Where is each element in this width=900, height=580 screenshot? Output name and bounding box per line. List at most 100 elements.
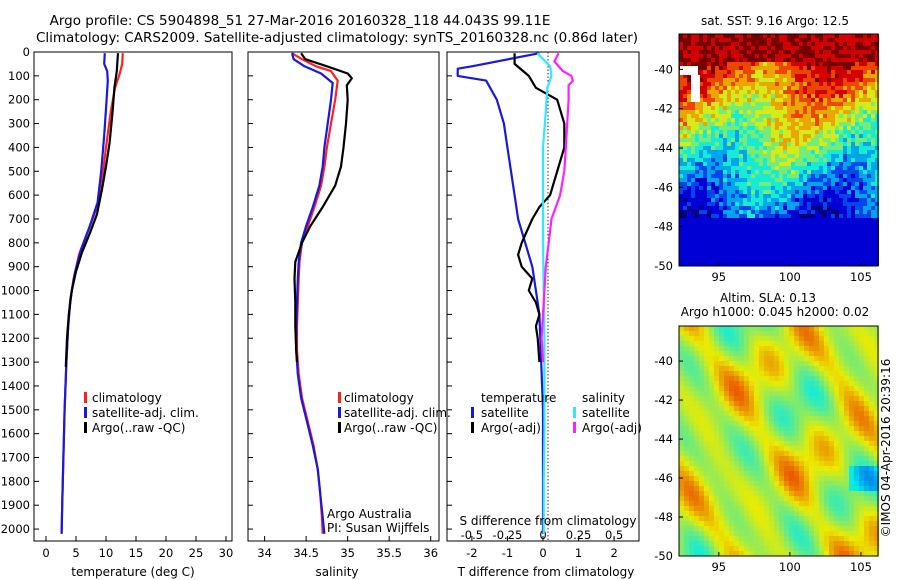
sst-cell (815, 46, 819, 50)
sst-cell (747, 70, 751, 74)
sla-cell (789, 506, 794, 511)
sst-cell (747, 242, 751, 246)
sla-cell (754, 351, 759, 356)
sst-cell (783, 94, 787, 98)
sst-cell (819, 262, 823, 266)
sst-cell (859, 130, 863, 134)
sst-cell (711, 210, 715, 214)
sla-cell (799, 516, 804, 521)
sst-cell (683, 106, 687, 110)
sla-cell (724, 411, 729, 416)
sst-cell (751, 78, 755, 82)
sla-cell (719, 391, 724, 396)
sst-cell (723, 202, 727, 206)
sla-cell (784, 401, 789, 406)
sla-cell (764, 446, 769, 451)
sst-cell (755, 198, 759, 202)
sla-cell (759, 481, 764, 486)
sla-cell (814, 346, 819, 351)
sst-cell (719, 174, 723, 178)
sst-cell (767, 34, 771, 38)
sla-cell (864, 506, 869, 511)
sla-cell (779, 381, 784, 386)
sla-cell (849, 426, 854, 431)
sla-cell (754, 526, 759, 531)
sst-cell (847, 186, 851, 190)
sla-cell (864, 486, 869, 491)
sla-cell (724, 511, 729, 516)
sst-cell (759, 258, 763, 262)
sla-cell (689, 446, 694, 451)
sla-cell (869, 476, 874, 481)
sst-cell (831, 182, 835, 186)
sst-cell (679, 46, 683, 50)
sla-cell (744, 511, 749, 516)
sst-cell (815, 118, 819, 122)
sst-cell (719, 198, 723, 202)
sst-cell (871, 222, 875, 226)
sla-cell (679, 491, 684, 496)
sst-cell (735, 162, 739, 166)
sst-cell (703, 234, 707, 238)
sst-cell (855, 210, 859, 214)
sst-cell (799, 122, 803, 126)
map-y-tick-label: -46 (654, 471, 673, 485)
sst-cell (875, 142, 879, 146)
sst-cell (687, 42, 691, 46)
sla-cell (729, 531, 734, 536)
sla-cell (779, 536, 784, 541)
sst-cell (747, 50, 751, 54)
sst-cell (719, 178, 723, 182)
sst-cell (779, 226, 783, 230)
sst-cell (867, 90, 871, 94)
sla-cell (684, 516, 689, 521)
sla-cell (764, 416, 769, 421)
sst-cell (827, 150, 831, 154)
sla-cell (699, 446, 704, 451)
sla-cell (679, 541, 684, 546)
sst-cell (791, 134, 795, 138)
sla-cell (699, 486, 704, 491)
sst-cell (795, 230, 799, 234)
sst-cell (867, 82, 871, 86)
sst-cell (755, 230, 759, 234)
sst-cell (747, 258, 751, 262)
sst-cell (791, 90, 795, 94)
sst-cell (775, 158, 779, 162)
sst-cell (683, 62, 687, 66)
sla-cell (789, 536, 794, 541)
sla-cell (754, 346, 759, 351)
sst-cell (787, 38, 791, 42)
sla-cell (804, 391, 809, 396)
sla-cell (699, 401, 704, 406)
sla-cell (809, 506, 814, 511)
sla-cell (704, 436, 709, 441)
sst-cell (707, 206, 711, 210)
sst-cell (767, 122, 771, 126)
sla-cell (759, 396, 764, 401)
sla-cell (854, 326, 859, 331)
sst-cell (871, 238, 875, 242)
sla-cell (714, 496, 719, 501)
sst-cell (699, 98, 703, 102)
sla-cell (729, 376, 734, 381)
sst-cell (811, 142, 815, 146)
sla-cell (874, 386, 879, 391)
sst-cell (755, 134, 759, 138)
sst-cell (779, 90, 783, 94)
sla-cell (754, 366, 759, 371)
sla-cell (819, 386, 824, 391)
sla-cell (689, 341, 694, 346)
sst-cell (699, 150, 703, 154)
sla-cell (839, 536, 844, 541)
sst-cell (823, 86, 827, 90)
sst-cell (819, 174, 823, 178)
sst-cell (699, 90, 703, 94)
sst-cell (699, 142, 703, 146)
sst-cell (791, 94, 795, 98)
sst-cell (711, 158, 715, 162)
sst-cell (875, 206, 879, 210)
legend-swatch-argo (338, 422, 341, 433)
sst-cell (867, 134, 871, 138)
sla-cell (824, 346, 829, 351)
